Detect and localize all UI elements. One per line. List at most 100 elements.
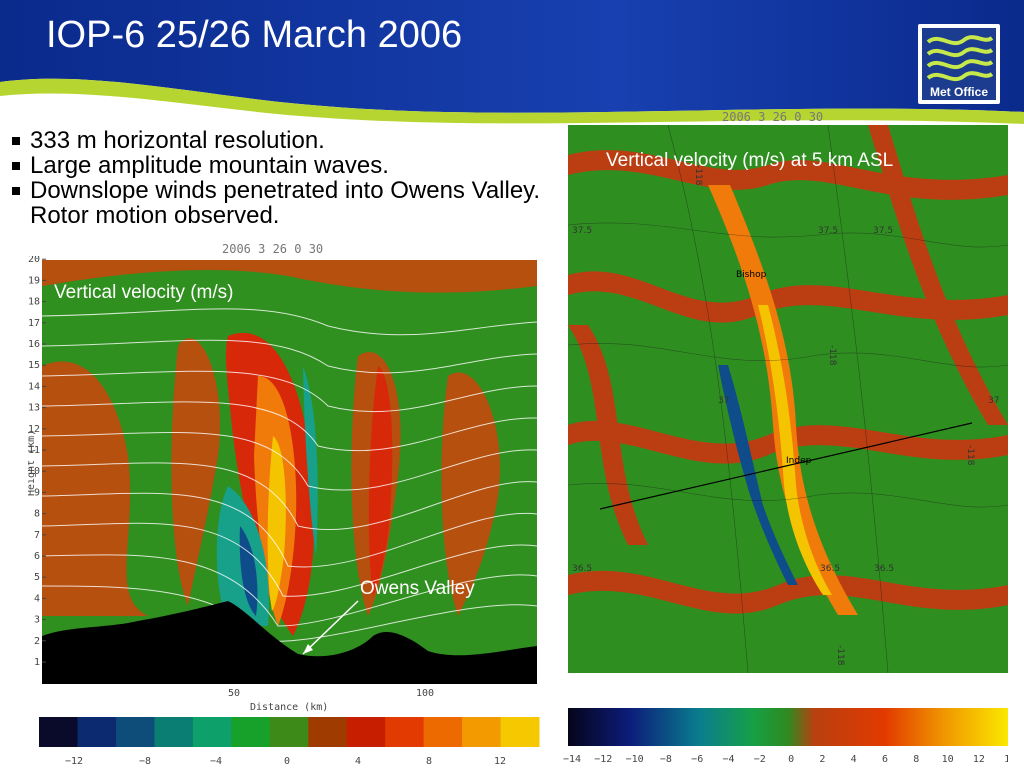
colorbar-tick-label: 10 (942, 754, 954, 765)
lat-label: 36.5 (820, 564, 840, 574)
colorbar-tick-label: −8 (660, 754, 672, 765)
y-axis-label: Height (km) (28, 430, 37, 496)
y-tick-label: 8 (34, 509, 40, 520)
slide-title: IOP-6 25/26 March 2006 (46, 14, 463, 56)
colorbar-swatch (500, 717, 540, 747)
header-background (0, 0, 1024, 124)
colorbar-tick-label: −12 (65, 756, 83, 767)
arrow-head-icon (303, 644, 313, 654)
y-tick-label: 9 (34, 487, 40, 498)
lon-label: -118 (693, 165, 703, 186)
lower-left-band (42, 361, 148, 616)
bullet-marker (12, 137, 20, 145)
met-office-logo: Met Office (918, 24, 1000, 104)
lon-label: -118 (835, 645, 845, 666)
y-tick-label: 3 (34, 615, 40, 626)
place-label-indep: Indep (786, 456, 812, 466)
colorbar-swatch (308, 717, 348, 747)
bullet-item: 333 m horizontal resolution. (12, 128, 550, 153)
y-tick-label: 5 (34, 572, 40, 583)
owens-valley-label: Owens Valley (360, 578, 475, 599)
lat-label: 36.5 (572, 564, 592, 574)
colorbar-tick-label: 6 (882, 754, 888, 765)
colorbar-swatch (77, 717, 117, 747)
x-axis: 50 100 Distance (km) (228, 688, 434, 713)
y-tick-label: 20 (28, 256, 40, 265)
colorbar-tick-label: −4 (210, 756, 222, 767)
peak-updraft (267, 436, 286, 611)
updraft-band (171, 338, 220, 606)
colorbar-swatch (385, 717, 425, 747)
bullet-item: Large amplitude mountain waves. (12, 153, 550, 178)
secondary-updraft (368, 366, 393, 596)
x-tick-50: 50 (228, 688, 240, 699)
lat-label: 37.5 (572, 226, 592, 236)
plan-view-timestamp: 2006 3 26 0 30 (722, 110, 824, 124)
colorbar-tick-label: −14 (563, 754, 581, 765)
x-tick-100: 100 (416, 688, 434, 699)
slide-header: IOP-6 25/26 March 2006 Met Office (0, 0, 1024, 130)
y-tick-label: 7 (34, 530, 40, 541)
colorbar-tick-label: 12 (973, 754, 985, 765)
y-tick-label: 4 (34, 593, 40, 604)
colorbar-swatch (462, 717, 502, 747)
logo-text: Met Office (929, 85, 988, 99)
owens-valley-arrow (302, 600, 359, 655)
colorbar-tick-label: −4 (722, 754, 734, 765)
colorbar-tick-label: 0 (284, 756, 290, 767)
y-tick-label: 18 (28, 297, 40, 308)
colorbar-swatch (115, 717, 155, 747)
narrow-downdraft (303, 366, 318, 556)
far-right-updraft (441, 372, 500, 616)
colorbar-tick-label: 8 (426, 756, 432, 767)
colorbar-swatch (231, 717, 271, 747)
upper-band (42, 260, 537, 293)
lon-label: -118 (827, 345, 837, 366)
plan-view-figure: Bishop Indep 37.5 37.5 37.5 37 37 36.5 36.5 36.… (568, 125, 1008, 673)
colorbar-tick-label: −8 (139, 756, 151, 767)
downdraft-band (718, 365, 798, 585)
wave-crests (568, 125, 1008, 614)
colorbar-swatch (39, 717, 78, 747)
bullet-list: 333 m horizontal resolution. Large ampli… (12, 128, 550, 228)
plan-view-colorbar: −14 −12 −10 −8 −6 −4 −2 0 2 4 6 8 10 12 14 (563, 708, 1008, 765)
y-tick-label: 16 (28, 339, 40, 350)
x-axis-label: Distance (km) (250, 702, 328, 713)
colorbar-ticks: −14 −12 −10 −8 −6 −4 −2 0 2 4 6 8 10 12 14 (563, 754, 1008, 765)
y-tick-label: 14 (28, 381, 40, 392)
y-tick-label: 1 (34, 657, 40, 668)
lat-label: 36.5 (874, 564, 894, 574)
colorbar-swatch (154, 717, 194, 747)
streamlines (41, 308, 538, 642)
bullet-item: Downslope winds penetrated into Owens Va… (12, 178, 550, 228)
lon-label: -118 (965, 445, 975, 466)
y-tick-label: 10 (28, 466, 40, 477)
colorbar-tick-label: −12 (594, 754, 612, 765)
cross-section-label: Vertical velocity (m/s) (54, 282, 234, 303)
colorbar-swatch (192, 717, 232, 747)
cross-section-line (599, 422, 973, 510)
updraft-core (758, 305, 832, 595)
grid-labels: 37.5 37.5 37.5 37 37 36.5 36.5 36.5 -118 -118 -118… (572, 165, 999, 666)
terrain-contours (568, 125, 1008, 673)
place-label-bishop: Bishop (736, 270, 767, 280)
y-tick-label: 11 (28, 445, 40, 456)
bullet-marker (12, 162, 20, 170)
colorbar-tick-label: 14 (1004, 754, 1008, 765)
colorbar-ticks: −12 −8 −4 0 4 8 12 (65, 756, 506, 767)
colorbar-tick-label: 4 (355, 756, 361, 767)
colorbar-swatch (269, 717, 309, 747)
colorbar-tick-label: 0 (788, 754, 794, 765)
y-tick-label: 19 (28, 275, 40, 286)
plan-view-label: Vertical velocity (m/s) at 5 km ASL (606, 150, 894, 171)
y-tick-label: 17 (28, 318, 40, 329)
colorbar-swatches (39, 717, 540, 747)
colorbar-tick-label: 4 (851, 754, 857, 765)
lat-label: 37.5 (873, 226, 893, 236)
colorbar-tick-label: 12 (494, 756, 506, 767)
lat-label: 37 (718, 396, 729, 406)
bullet-marker (12, 187, 20, 195)
y-tick-label: 12 (28, 424, 40, 435)
